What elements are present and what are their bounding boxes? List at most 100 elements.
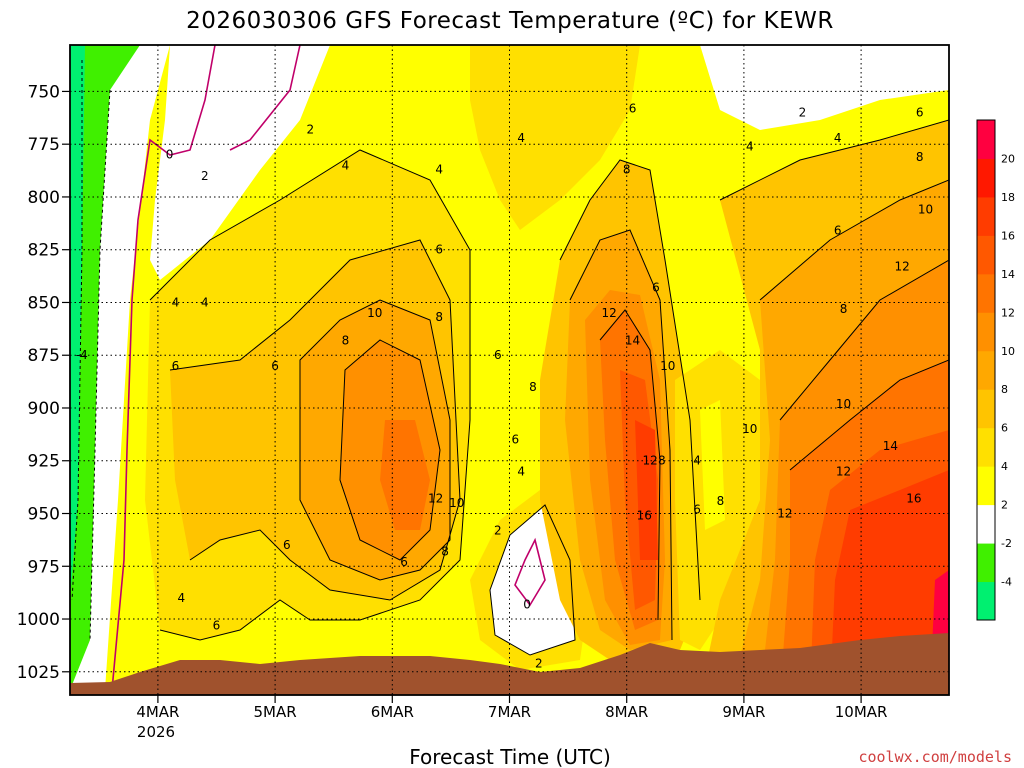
colorbar-swatch [977, 120, 995, 159]
contour-label: 12 [428, 492, 443, 506]
y-tick-label: 825 [28, 241, 60, 261]
y-tick-label: 925 [28, 452, 60, 472]
contour-label: 6 [629, 101, 637, 115]
contour-label: 16 [637, 509, 652, 523]
contour-10-c [779, 259, 949, 421]
contour-label: 4 [517, 464, 525, 478]
x-tick-label: 9MAR [722, 703, 765, 721]
contour-label: 6 [494, 348, 502, 362]
contour-label: 10 [660, 359, 675, 373]
contour-label: 8 [658, 454, 666, 468]
x-axis: 4MAR 5MAR 6MAR 7MAR 8MAR 9MAR 10MAR [136, 695, 887, 721]
contour-label: 2 [799, 106, 807, 120]
contour-label: 6 [283, 538, 291, 552]
colorbar-tick-label: 16 [1001, 229, 1015, 242]
contour-label: 6 [400, 555, 408, 569]
colorbar-tick-label: -2 [1001, 537, 1012, 550]
colorbar-swatch [977, 350, 995, 390]
freezing-line-left [111, 45, 216, 691]
contour-label: 4 [178, 591, 186, 605]
contour-label: 0 [523, 597, 531, 611]
x-tick-label: 5MAR [254, 703, 297, 721]
contour-6-c [719, 119, 949, 201]
contour-label: 16 [906, 492, 921, 506]
contour-label: 6 [213, 618, 221, 632]
contour-label: 10 [918, 203, 933, 217]
y-tick-label: 850 [28, 293, 60, 313]
band-12plus [380, 420, 430, 530]
contour-label: -4 [76, 348, 88, 362]
y-tick-label: 750 [28, 82, 60, 102]
contour-label: 4 [435, 163, 443, 177]
contour-10 [339, 339, 441, 561]
contour-label: 2 [535, 656, 543, 670]
colorbar-swatch [977, 389, 995, 429]
grid-lines [70, 45, 949, 695]
contour-label: 2 [201, 169, 209, 183]
colorbar-tick-label: -4 [1001, 576, 1012, 589]
x-tick-label: 4MAR [136, 703, 179, 721]
y-tick-label: 975 [28, 557, 60, 577]
colorbar-swatch [977, 235, 995, 275]
band-16plus-b [635, 420, 658, 560]
contour-label: 12 [642, 454, 657, 468]
y-tick-label: 775 [28, 135, 60, 155]
contour-label: 4 [746, 139, 754, 153]
y-tick-label: 950 [28, 505, 60, 525]
colorbar-swatch [977, 196, 995, 236]
y-tick-label: 1025 [17, 663, 60, 683]
contour-8-b [569, 229, 673, 641]
upper-white-right [700, 45, 949, 130]
x-tick-label: 8MAR [605, 703, 648, 721]
contour-label: 8 [441, 544, 449, 558]
x-axis-label: Forecast Time (UTC) [409, 745, 611, 768]
x-tick-year: 2026 [137, 723, 175, 741]
band-minus4 [70, 45, 85, 600]
contour-2-pocket [489, 504, 576, 656]
contour-label: 12 [836, 464, 851, 478]
contour-label: 4 [517, 131, 525, 145]
contour-label: 10 [742, 422, 757, 436]
contour-label: 6 [693, 502, 701, 516]
contour-8 [299, 299, 451, 581]
contour-label: 12 [777, 507, 792, 521]
x-tick-label: 7MAR [488, 703, 531, 721]
y-tick-label: 875 [28, 346, 60, 366]
contour-label: 14 [625, 333, 640, 347]
freezing-line-upper [229, 45, 301, 151]
colorbar-tick-label: 12 [1001, 306, 1015, 319]
colorbar-tick-label: 18 [1001, 191, 1015, 204]
contour-12-b [599, 309, 661, 621]
contour-minus2 [89, 89, 111, 641]
y-tick-label: 900 [28, 399, 60, 419]
colorbar-legend: 20 18 16 14 12 10 8 6 4 2 -2 -4 [976, 119, 1015, 621]
contour-label: 4 [834, 131, 842, 145]
contour-label: 14 [883, 439, 898, 453]
colorbar-tick-label: 8 [1001, 383, 1008, 396]
contour-label: 8 [435, 310, 443, 324]
contour-label: 4 [342, 158, 350, 172]
contour-label: 2 [494, 523, 502, 537]
band-2to4-gap [700, 400, 725, 530]
contour-label: 12 [894, 260, 909, 274]
credit-text: coolwx.com/models [858, 748, 1012, 766]
contour-label: 8 [717, 494, 725, 508]
colorbar-tick-label: 20 [1001, 152, 1015, 165]
contour-label: 6 [834, 224, 842, 238]
colorbar-swatch [977, 504, 995, 544]
colorbar-tick-label: 6 [1001, 422, 1008, 435]
contour-label: 8 [529, 380, 537, 394]
contour-label: 8 [916, 150, 924, 164]
contour-12-c [789, 359, 949, 471]
contour-label: 6 [271, 359, 279, 373]
contour-label: 6 [435, 243, 443, 257]
contour-label: 12 [601, 306, 616, 320]
cold-white-upper [150, 45, 330, 280]
plot-frame [69, 44, 950, 696]
contour-label: 2 [306, 122, 314, 136]
y-tick-label: 1000 [17, 610, 60, 630]
contour-label: 4 [201, 295, 209, 309]
colorbar-tick-label: 4 [1001, 460, 1008, 473]
